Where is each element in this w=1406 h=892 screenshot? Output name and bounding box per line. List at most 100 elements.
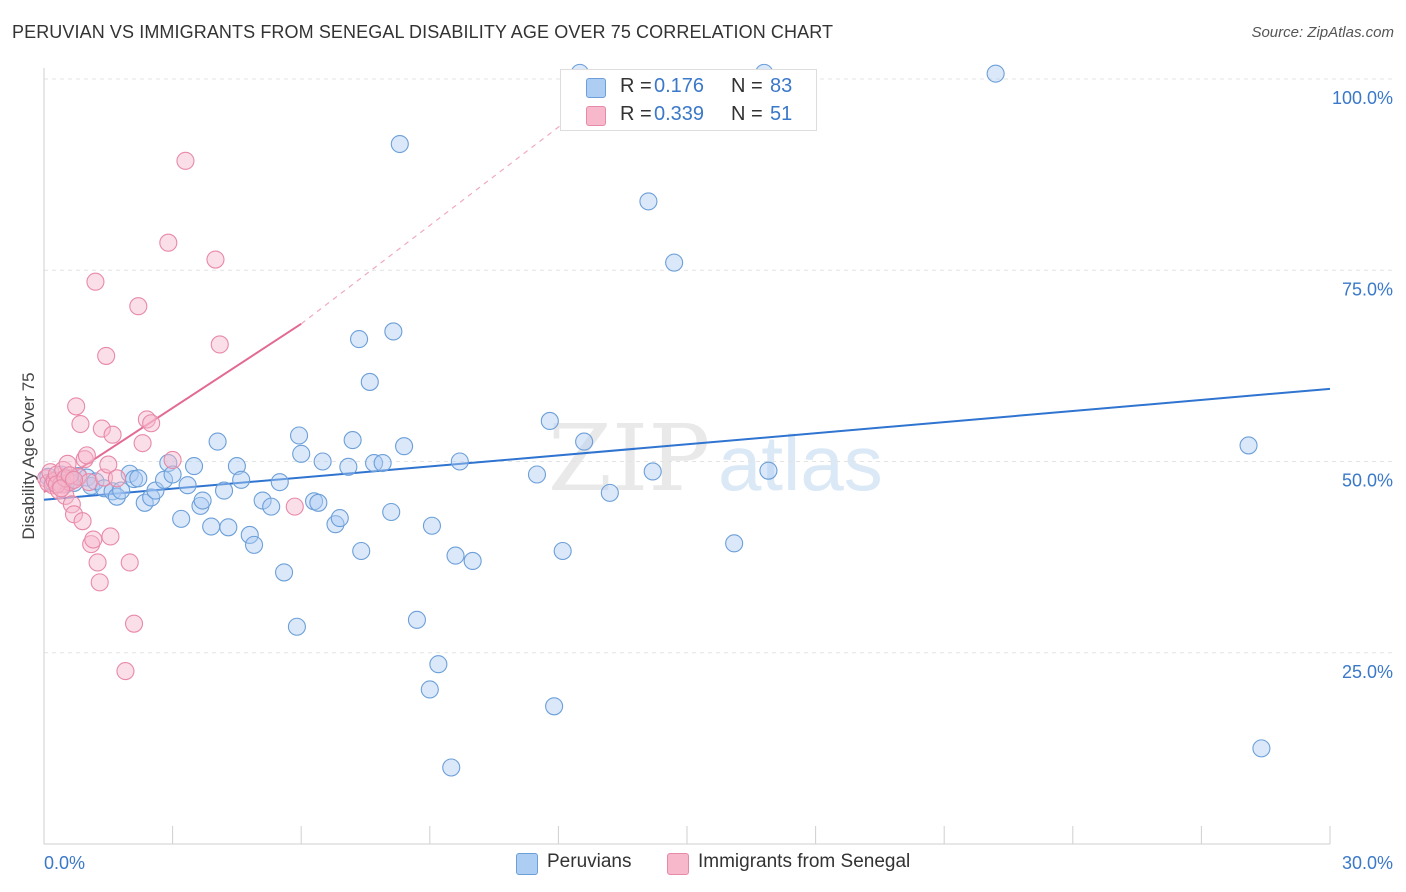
point-senegal <box>77 446 96 465</box>
point-peruvian <box>384 322 403 341</box>
point-peruvian <box>422 516 441 535</box>
point-senegal <box>58 454 77 473</box>
point-peruvian <box>343 431 362 450</box>
point-peruvian <box>446 546 465 565</box>
legend-label: Immigrants from Senegal <box>698 851 911 872</box>
y-tick-label: 100.0% <box>1332 88 1393 108</box>
point-peruvian <box>643 462 662 481</box>
point-peruvian <box>1252 739 1271 758</box>
point-peruvian <box>184 457 204 476</box>
point-peruvian <box>639 192 658 211</box>
point-peruvian <box>262 497 281 516</box>
point-peruvian <box>214 481 234 500</box>
point-senegal <box>92 419 111 438</box>
point-peruvian <box>553 541 572 561</box>
point-peruvian <box>172 509 191 528</box>
point-senegal <box>124 614 144 633</box>
point-peruvian <box>339 457 358 476</box>
point-senegal <box>285 497 304 516</box>
point-senegal <box>73 512 92 531</box>
source-label: Source: ZipAtlas.com <box>1251 24 1394 41</box>
correlation-legend: R = 0.176 N = 83 R = 0.339 N = 51 <box>560 69 817 131</box>
legend-r-value: 0.176 <box>654 75 705 97</box>
point-peruvian <box>390 134 409 154</box>
point-peruvian <box>232 470 251 489</box>
legend-swatch-pink <box>667 853 689 875</box>
gridlines <box>44 78 1395 654</box>
point-peruvian <box>290 426 309 445</box>
point-peruvian <box>600 483 619 502</box>
point-peruvian <box>244 535 264 554</box>
x-tick-labels: 0.0% 30.0% <box>44 853 1393 873</box>
point-peruvian <box>986 64 1005 83</box>
legend-label: Peruvians <box>547 851 632 872</box>
point-peruvian <box>202 517 221 536</box>
point-senegal <box>176 151 195 170</box>
point-peruvian <box>575 432 594 451</box>
legend-r-label: R = <box>620 103 652 125</box>
point-peruvian <box>540 411 559 431</box>
point-senegal <box>133 434 152 453</box>
point-peruvian <box>219 518 238 537</box>
point-peruvian <box>129 469 148 488</box>
point-peruvian <box>442 758 461 777</box>
point-peruvian <box>420 680 439 699</box>
point-peruvian <box>240 525 259 544</box>
point-senegal <box>67 397 86 416</box>
point-peruvian <box>313 452 332 471</box>
point-peruvian <box>292 444 311 463</box>
point-senegal <box>159 233 178 252</box>
point-senegal <box>90 573 109 592</box>
chart-title: PERUVIAN VS IMMIGRANTS FROM SENEGAL DISA… <box>12 22 834 42</box>
y-tick-label: 50.0% <box>1342 471 1393 491</box>
y-tick-labels: 25.0% 50.0% 75.0% 100.0% <box>1332 88 1393 682</box>
y-tick-label: 75.0% <box>1342 279 1393 299</box>
point-peruvian <box>665 253 684 272</box>
point-peruvian <box>759 461 778 480</box>
point-peruvian <box>154 470 174 489</box>
y-axis-label: Disability Age Over 75 <box>19 372 38 539</box>
point-senegal <box>97 346 116 365</box>
point-senegal <box>86 272 105 291</box>
watermark: ZIP atlas <box>548 405 883 512</box>
point-peruvian <box>309 493 328 512</box>
legend-n-label: N = <box>731 103 763 125</box>
point-peruvian <box>429 655 448 674</box>
point-peruvian <box>373 453 392 473</box>
legend-swatch-blue <box>516 853 538 875</box>
watermark-atlas: atlas <box>718 419 883 507</box>
point-peruvian <box>275 563 294 582</box>
point-peruvian <box>360 372 379 391</box>
point-peruvian <box>407 610 426 629</box>
point-peruvian <box>350 330 369 349</box>
point-senegal <box>107 469 126 488</box>
point-senegal <box>120 553 139 572</box>
point-senegal <box>64 470 84 489</box>
point-senegal <box>88 553 107 572</box>
legend-r-label: R = <box>620 75 652 97</box>
point-peruvian <box>163 465 182 484</box>
point-senegal <box>82 535 101 554</box>
point-senegal <box>210 335 229 354</box>
point-peruvian <box>545 697 564 716</box>
legend-n-value: 51 <box>770 103 793 125</box>
point-peruvian <box>1239 436 1258 455</box>
y-tick-label: 25.0% <box>1342 662 1393 682</box>
point-peruvian <box>527 465 547 484</box>
point-senegal <box>129 297 148 316</box>
point-peruvian <box>450 452 469 471</box>
point-senegal <box>116 662 135 681</box>
point-senegal <box>71 414 90 434</box>
point-senegal <box>84 530 103 549</box>
axes <box>43 68 1331 845</box>
point-peruvian <box>725 534 744 553</box>
legend-swatch-blue <box>586 78 606 98</box>
point-senegal <box>99 455 118 474</box>
points-senegal <box>37 151 304 681</box>
legend-n-value: 83 <box>770 75 793 97</box>
point-peruvian <box>382 502 401 522</box>
point-peruvian <box>193 491 212 510</box>
point-peruvian <box>178 476 197 495</box>
point-peruvian <box>287 617 306 636</box>
point-senegal <box>101 527 120 546</box>
